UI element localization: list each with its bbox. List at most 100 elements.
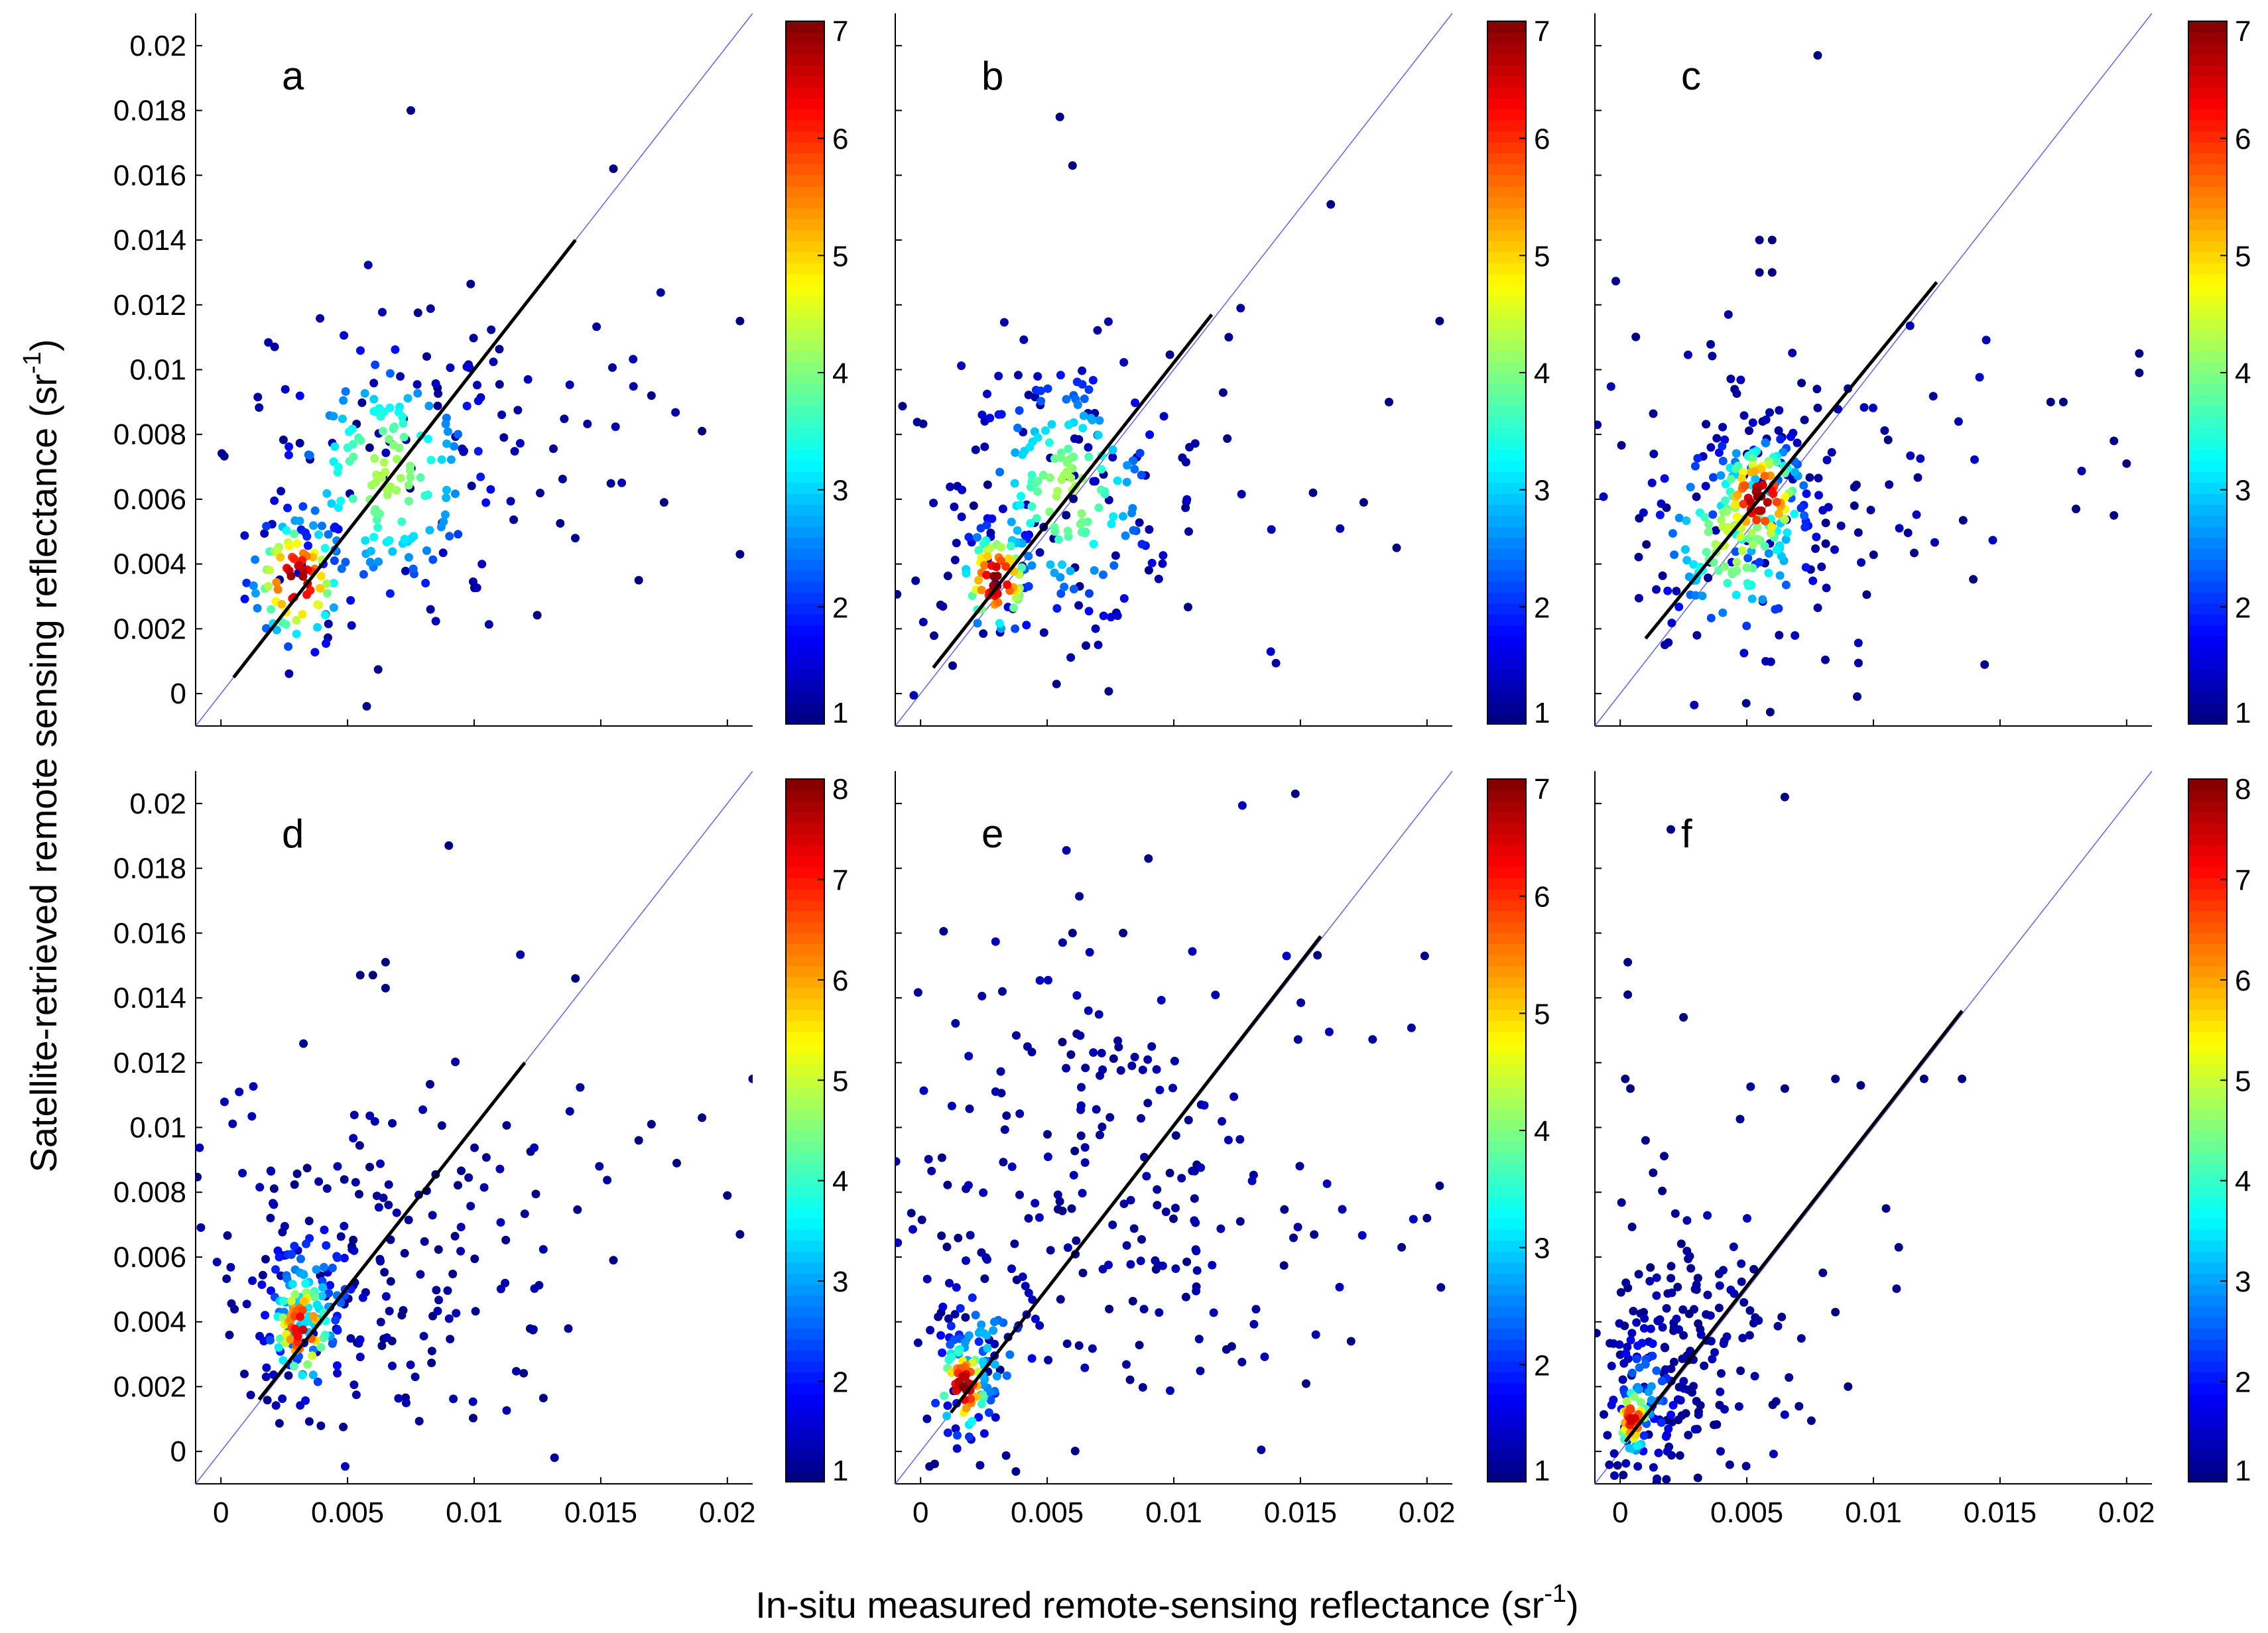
scatter-point [1667, 619, 1676, 628]
colorbar-band [1487, 823, 1526, 835]
scatter-point [919, 1086, 928, 1095]
scatter-point [1718, 442, 1727, 451]
scatter-point [911, 576, 920, 585]
scatter-point [1066, 566, 1075, 575]
scatter-point [583, 419, 592, 428]
scatter-point [1636, 1398, 1645, 1407]
colorbar-band [1487, 142, 1526, 154]
scatter-point [1644, 1387, 1653, 1396]
scatter-point [983, 546, 992, 555]
scatter-point [416, 473, 425, 482]
scatter-point [374, 557, 383, 566]
y-tick-label: 0.014 [113, 224, 186, 257]
colorbar-band [2188, 449, 2227, 461]
colorbar-band [786, 152, 824, 164]
scatter-point [991, 562, 1001, 572]
scatter-point [1072, 1236, 1081, 1245]
colorbar-band [2188, 284, 2227, 296]
colorbar-band [1487, 1273, 1526, 1285]
scatter-point [1670, 550, 1679, 560]
scatter-point [405, 497, 413, 506]
colorbar-band [786, 1064, 824, 1076]
scatter-point [1076, 1131, 1086, 1140]
scatter-point [486, 485, 495, 494]
scatter-point [1098, 1122, 1107, 1132]
scatter-point [2077, 466, 2086, 475]
scatter-point [332, 1361, 342, 1370]
scatter-point [320, 1225, 329, 1235]
scatter-point [1078, 1268, 1088, 1278]
scatter-point [1617, 441, 1626, 450]
scatter-point [1662, 1303, 1671, 1313]
scatter-point [377, 1341, 387, 1351]
scatter-point [257, 1280, 267, 1290]
scatter-point [1122, 1241, 1131, 1250]
scatter-point [993, 598, 1003, 607]
scatter-point [1669, 529, 1677, 538]
scatter-point [365, 558, 375, 567]
scatter-point [399, 419, 408, 428]
scatter-point [265, 1335, 275, 1345]
scatter-point [1764, 568, 1773, 577]
scatter-point [1023, 1042, 1032, 1051]
colorbar-band [786, 1185, 824, 1197]
colorbar-band [786, 482, 824, 494]
scatter-point [1152, 1065, 1161, 1074]
scatter-point [1015, 406, 1024, 415]
colorbar-band [2188, 1262, 2227, 1274]
scatter-point [1958, 516, 1968, 525]
scatter-point [1039, 628, 1048, 637]
scatter-point [406, 1361, 415, 1369]
scatter-point [249, 581, 258, 590]
scatter-point [1703, 1211, 1712, 1220]
scatter-point [1056, 454, 1066, 462]
scatter-point [251, 555, 260, 564]
scatter-point [443, 1286, 452, 1296]
scatter-point [448, 1270, 458, 1278]
scatter-point [980, 1274, 989, 1284]
colorbar-band [786, 32, 824, 44]
scatter-point [329, 412, 338, 421]
scatter-point [1181, 1292, 1190, 1301]
panel-label: f [1681, 812, 1692, 856]
scatter-point [977, 1400, 986, 1409]
scatter-point [1085, 589, 1094, 598]
scatter-point [1774, 426, 1783, 435]
colorbar-band [1487, 21, 1526, 33]
scatter-point [1096, 1130, 1104, 1140]
scatter-point [1109, 561, 1119, 570]
scatter-point [571, 534, 580, 543]
scatter-point [1723, 579, 1732, 588]
colorbar-band [1487, 1449, 1526, 1461]
scatter-point [358, 1293, 367, 1302]
colorbar-tick-label: 5 [2235, 240, 2251, 272]
colorbar-band [1487, 779, 1526, 791]
scatter-point [922, 1274, 932, 1284]
scatter-point [1733, 491, 1742, 499]
scatter-point [400, 534, 409, 544]
scatter-point [389, 424, 398, 434]
scatter-point [1129, 1224, 1139, 1233]
scatter-point [477, 560, 487, 569]
scatter-point [617, 478, 627, 487]
colorbar-band [786, 669, 824, 681]
scatter-point [1137, 1114, 1145, 1123]
colorbar-band [1487, 1471, 1526, 1482]
scatter-point [277, 599, 286, 609]
scatter-point [1251, 1305, 1261, 1314]
scatter-point [1126, 1195, 1135, 1205]
scatter-point [1775, 631, 1784, 640]
scatter-point [1145, 430, 1155, 440]
colorbar-band [2188, 867, 2227, 878]
colorbar-band [1487, 647, 1526, 659]
scatter-point [1747, 594, 1757, 603]
scatter-point [1791, 467, 1799, 477]
scatter-point [977, 991, 987, 1000]
scatter-point [1084, 443, 1093, 452]
scatter-point [1119, 512, 1127, 521]
scatter-point [938, 1302, 948, 1311]
scatter-point [282, 526, 291, 535]
scatter-point [529, 1325, 538, 1335]
